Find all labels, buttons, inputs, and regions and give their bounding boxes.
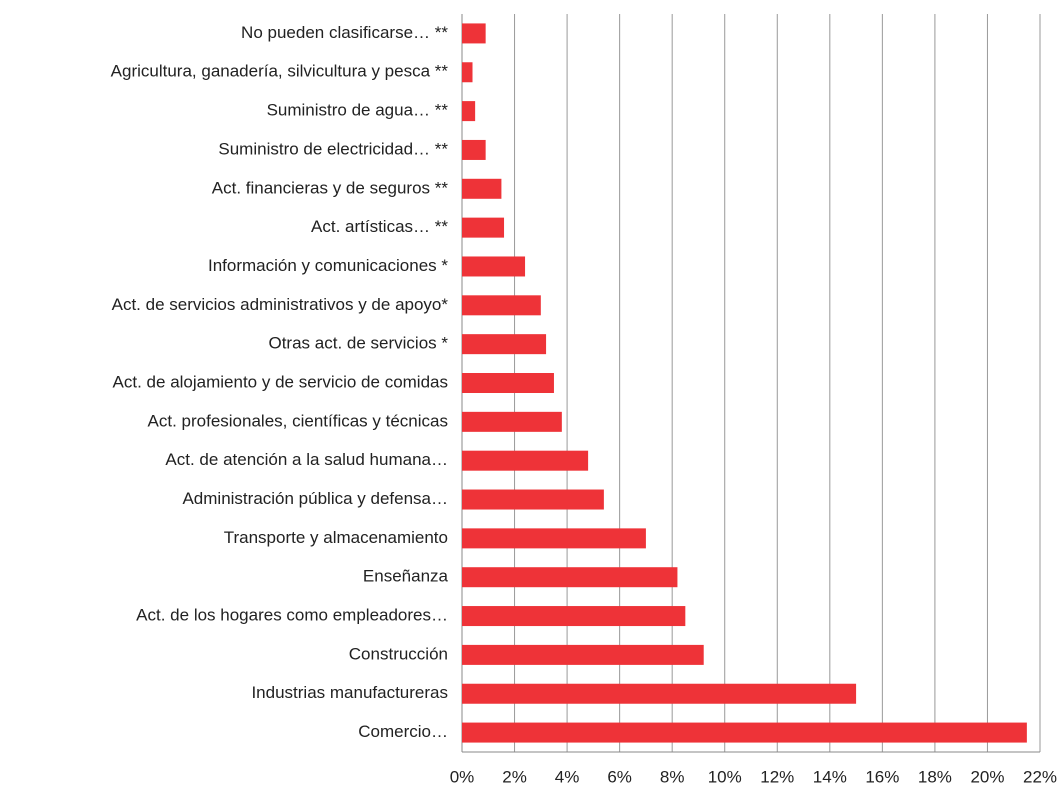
y-tick-label: Act. de servicios administrativos y de a… [112, 295, 449, 314]
y-tick-label: Administración pública y defensa… [182, 489, 448, 508]
x-tick-label: 6% [607, 767, 632, 786]
y-tick-label: Otras act. de servicios * [268, 334, 448, 353]
bar [462, 101, 476, 122]
bar [462, 683, 857, 704]
y-tick-label: No pueden clasificarse… ** [241, 23, 448, 42]
y-tick-label: Suministro de electricidad… ** [218, 139, 448, 158]
bar [462, 722, 1027, 743]
bar [462, 528, 646, 549]
y-tick-label: Act. artísticas… ** [311, 217, 448, 236]
bar [462, 178, 502, 199]
y-tick-label: Enseñanza [363, 567, 449, 586]
y-tick-label: Suministro de agua… ** [267, 101, 449, 120]
y-tick-label: Información y comunicaciones * [208, 256, 448, 275]
y-tick-label: Act. de atención a la salud humana… [165, 450, 448, 469]
y-tick-label: Construcción [349, 644, 448, 663]
x-tick-label: 20% [970, 767, 1004, 786]
x-tick-label: 18% [918, 767, 952, 786]
x-tick-label: 4% [555, 767, 580, 786]
y-tick-label: Comercio… [358, 722, 448, 741]
bar [462, 450, 589, 471]
y-tick-label: Act. financieras y de seguros ** [212, 178, 449, 197]
bar [462, 334, 547, 355]
y-tick-label: Act. profesionales, científicas y técnic… [148, 411, 448, 430]
bar [462, 567, 678, 588]
bar [462, 644, 704, 665]
y-tick-label: Agricultura, ganadería, silvicultura y p… [111, 62, 449, 81]
x-tick-label: 16% [865, 767, 899, 786]
x-tick-label: 0% [450, 767, 475, 786]
bar [462, 295, 541, 316]
bar [462, 217, 505, 238]
bar [462, 23, 486, 44]
bar [462, 139, 486, 160]
x-tick-label: 14% [813, 767, 847, 786]
bar [462, 256, 526, 277]
x-tick-label: 10% [708, 767, 742, 786]
bar [462, 411, 562, 432]
x-tick-label: 8% [660, 767, 685, 786]
y-tick-label: Transporte y almacenamiento [224, 528, 448, 547]
y-tick-label: Act. de alojamiento y de servicio de com… [113, 372, 448, 391]
bar [462, 489, 604, 510]
y-tick-label: Industrias manufactureras [251, 683, 448, 702]
bar [462, 606, 686, 627]
bar [462, 62, 473, 83]
x-tick-label: 12% [760, 767, 794, 786]
x-tick-label: 2% [502, 767, 527, 786]
y-tick-label: Act. de los hogares como empleadores… [136, 606, 448, 625]
bar [462, 373, 554, 393]
x-tick-label: 22% [1023, 767, 1057, 786]
